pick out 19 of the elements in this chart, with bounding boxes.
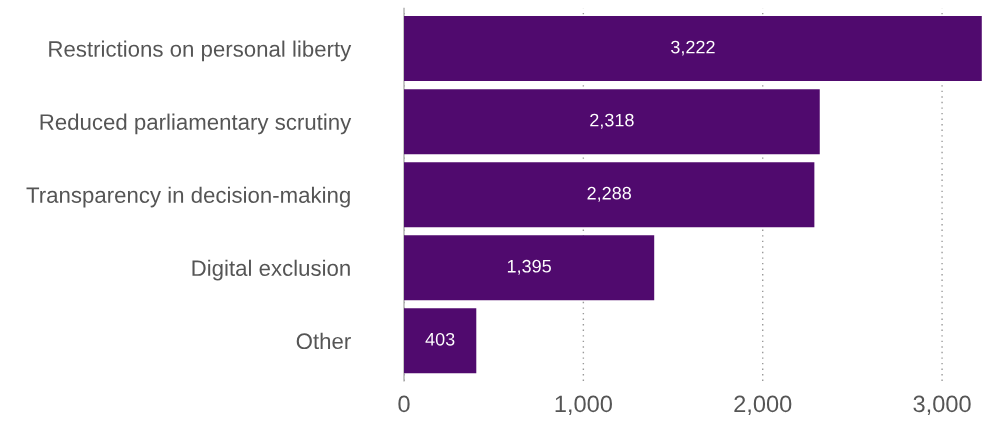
y-tick-label: Restrictions on personal liberty xyxy=(49,40,352,62)
y-tick-label: Transparency in decision-making xyxy=(26,186,350,208)
x-tick-label: 1,000 xyxy=(555,395,612,416)
bar xyxy=(404,16,982,82)
data-label: 3,222 xyxy=(671,40,715,56)
bar xyxy=(404,89,820,155)
data-label: 2,318 xyxy=(590,113,634,129)
x-tick-label: 0 xyxy=(398,395,410,413)
bar xyxy=(404,235,655,301)
data-label: 403 xyxy=(425,332,455,346)
x-tick-label: 2,000 xyxy=(734,395,792,416)
data-label: 1,395 xyxy=(507,259,551,275)
x-tick-label: 3,000 xyxy=(913,395,971,416)
y-tick-label: Digital exclusion xyxy=(192,259,350,281)
bar xyxy=(404,308,477,374)
y-tick-label: Reduced parliamentary scrutiny xyxy=(40,113,352,135)
bar xyxy=(404,162,815,228)
y-tick-label: Other xyxy=(296,332,351,350)
data-label: 2,288 xyxy=(587,186,631,202)
